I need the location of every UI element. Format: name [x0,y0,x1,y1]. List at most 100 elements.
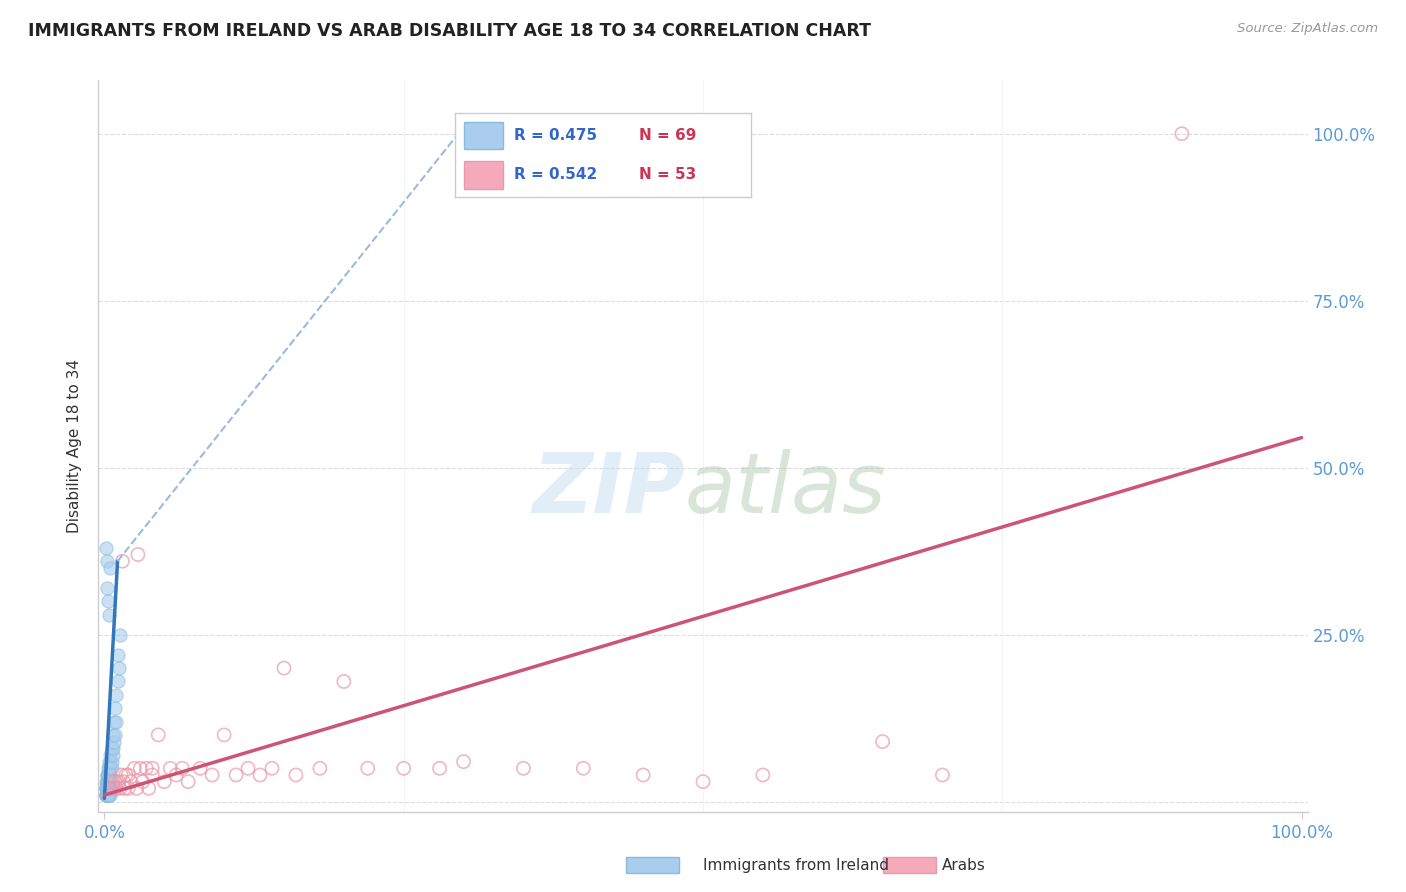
Point [96,781,118,796]
Point [129,761,152,775]
Point [96,781,118,796]
Point [96,774,118,789]
Text: Arabs: Arabs [942,858,986,872]
Point [141,761,163,775]
Point [201,768,224,782]
Point [141,768,163,782]
Point [159,761,181,775]
Point [132,774,155,789]
Point [94,788,117,802]
Point [103,781,125,796]
Point [100,781,122,796]
Point [225,768,247,782]
Point [100,761,122,775]
Point [104,774,127,789]
Point [105,688,128,702]
Point [100,755,122,769]
Point [107,674,129,689]
Point [188,761,211,775]
Point [104,728,127,742]
Point [357,761,380,775]
Point [1171,127,1194,141]
Point [572,761,595,775]
Point [872,734,894,748]
Point [108,628,131,642]
Point [97,774,120,789]
Point [108,781,131,796]
Point [135,761,157,775]
Point [100,761,122,775]
FancyBboxPatch shape [626,857,679,873]
Point [100,781,122,796]
Point [97,781,120,796]
Point [98,788,121,802]
Point [97,781,120,796]
Point [692,774,714,789]
Point [138,781,160,796]
Point [94,788,117,802]
Point [94,541,117,555]
Point [114,781,136,796]
Text: IMMIGRANTS FROM IRELAND VS ARAB DISABILITY AGE 18 TO 34 CORRELATION CHART: IMMIGRANTS FROM IRELAND VS ARAB DISABILI… [28,22,872,40]
Point [105,781,128,796]
Point [94,788,117,802]
Point [212,728,235,742]
Point [97,788,120,802]
Point [392,761,415,775]
Point [148,728,170,742]
Point [111,554,134,568]
Point [153,774,176,789]
Point [96,781,118,796]
Point [124,761,146,775]
Point [100,561,122,575]
Point [97,788,120,802]
Point [97,761,120,775]
Point [107,661,129,675]
Point [100,741,122,756]
Point [165,768,187,782]
Point [117,781,139,796]
Point [931,768,953,782]
Text: ZIP: ZIP [533,450,685,531]
Point [107,774,129,789]
Point [105,714,128,729]
Point [172,761,194,775]
Point [96,788,118,802]
Point [98,755,121,769]
Point [333,674,356,689]
Point [103,714,125,729]
Y-axis label: Disability Age 18 to 34: Disability Age 18 to 34 [67,359,83,533]
Point [96,581,118,595]
Point [284,768,307,782]
Point [96,774,118,789]
Point [100,747,122,762]
Point [94,781,117,796]
Point [177,774,200,789]
Point [631,768,654,782]
Point [104,701,127,715]
Point [101,774,124,789]
Point [94,788,117,802]
Point [98,607,121,622]
Point [94,781,117,796]
Point [96,788,118,802]
Point [97,788,120,802]
Point [94,774,117,789]
Point [100,768,122,782]
Point [115,768,138,782]
Point [103,734,125,748]
Point [96,781,118,796]
Point [125,781,148,796]
Point [100,755,122,769]
Point [98,774,121,789]
Point [309,761,332,775]
Point [98,781,121,796]
Point [96,768,118,782]
Point [127,548,149,562]
Point [120,774,142,789]
Point [97,594,120,608]
Point [96,774,118,789]
Point [98,761,121,775]
Point [101,728,124,742]
Text: atlas: atlas [685,450,887,531]
